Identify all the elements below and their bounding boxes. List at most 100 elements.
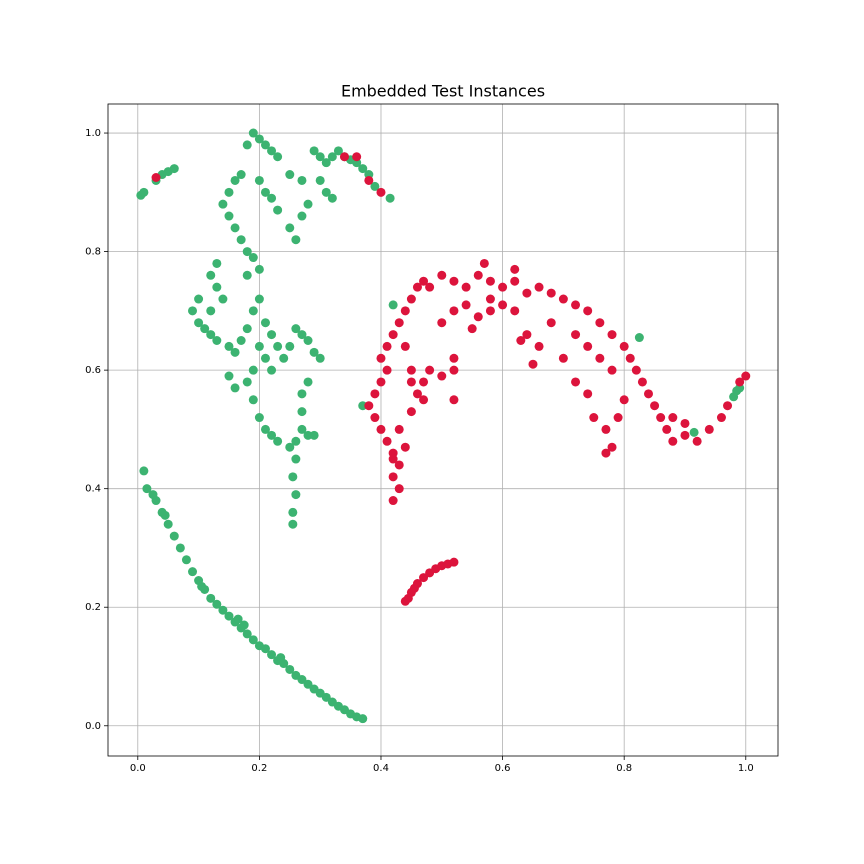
point — [285, 341, 295, 351]
point — [425, 365, 435, 375]
point — [376, 187, 386, 197]
point — [534, 341, 544, 351]
point — [248, 635, 258, 645]
point — [267, 365, 277, 375]
point — [388, 300, 398, 310]
chart-title: Embedded Test Instances — [341, 82, 545, 101]
point — [236, 170, 246, 180]
point — [218, 605, 228, 615]
point — [291, 324, 301, 334]
point — [163, 519, 173, 529]
point — [267, 330, 277, 340]
point — [233, 614, 243, 624]
point — [327, 152, 337, 162]
point — [449, 557, 459, 567]
point — [297, 389, 307, 399]
point — [619, 341, 629, 351]
point — [385, 193, 395, 203]
point — [607, 442, 617, 452]
point — [370, 389, 380, 399]
point — [358, 714, 368, 724]
point — [400, 442, 410, 452]
point — [148, 490, 158, 500]
point — [516, 335, 526, 345]
point — [248, 128, 258, 138]
point — [689, 427, 699, 437]
point — [206, 270, 216, 280]
point — [297, 424, 307, 434]
point — [230, 223, 240, 233]
point — [218, 294, 228, 304]
point — [607, 365, 617, 375]
point — [406, 365, 416, 375]
point — [522, 288, 532, 298]
x-tick-label: 0.6 — [495, 763, 511, 774]
x-tick-label: 0.8 — [616, 763, 632, 774]
point — [206, 306, 216, 316]
point — [723, 401, 733, 411]
point — [291, 436, 301, 446]
point — [522, 330, 532, 340]
point — [285, 223, 295, 233]
point — [406, 294, 416, 304]
point — [583, 341, 593, 351]
point — [607, 330, 617, 340]
point — [242, 629, 252, 639]
point — [194, 294, 204, 304]
point — [212, 599, 222, 609]
point — [273, 341, 283, 351]
point — [169, 531, 179, 541]
point — [340, 152, 350, 162]
point — [291, 490, 301, 500]
point — [364, 401, 374, 411]
point — [394, 460, 404, 470]
point — [142, 484, 152, 494]
point — [139, 466, 149, 476]
point — [473, 270, 483, 280]
point — [333, 146, 343, 156]
point — [254, 134, 264, 144]
point — [449, 395, 459, 405]
point — [224, 187, 234, 197]
point — [230, 383, 240, 393]
point — [382, 365, 392, 375]
point — [358, 164, 368, 174]
point — [273, 152, 283, 162]
point — [388, 454, 398, 464]
y-tick-label: 0.4 — [85, 484, 101, 495]
point — [224, 611, 234, 621]
point — [248, 365, 258, 375]
point — [589, 413, 599, 423]
point — [242, 247, 252, 257]
point — [260, 318, 270, 328]
point — [297, 175, 307, 185]
point — [160, 510, 170, 520]
point — [248, 253, 258, 263]
point — [419, 573, 429, 583]
point — [236, 235, 246, 245]
point — [224, 341, 234, 351]
point — [224, 371, 234, 381]
point — [273, 436, 283, 446]
point — [297, 407, 307, 417]
point — [242, 140, 252, 150]
point — [625, 353, 635, 363]
point — [467, 324, 477, 334]
y-tick-label: 0.8 — [85, 247, 101, 258]
point — [571, 300, 581, 310]
point — [437, 371, 447, 381]
point — [692, 436, 702, 446]
point — [485, 294, 495, 304]
point — [297, 330, 307, 340]
point — [595, 353, 605, 363]
point — [248, 306, 258, 316]
point — [704, 424, 714, 434]
point — [206, 330, 216, 340]
point — [680, 430, 690, 440]
point — [637, 377, 647, 387]
point — [741, 371, 751, 381]
point — [656, 413, 666, 423]
point — [583, 306, 593, 316]
point — [206, 593, 216, 603]
